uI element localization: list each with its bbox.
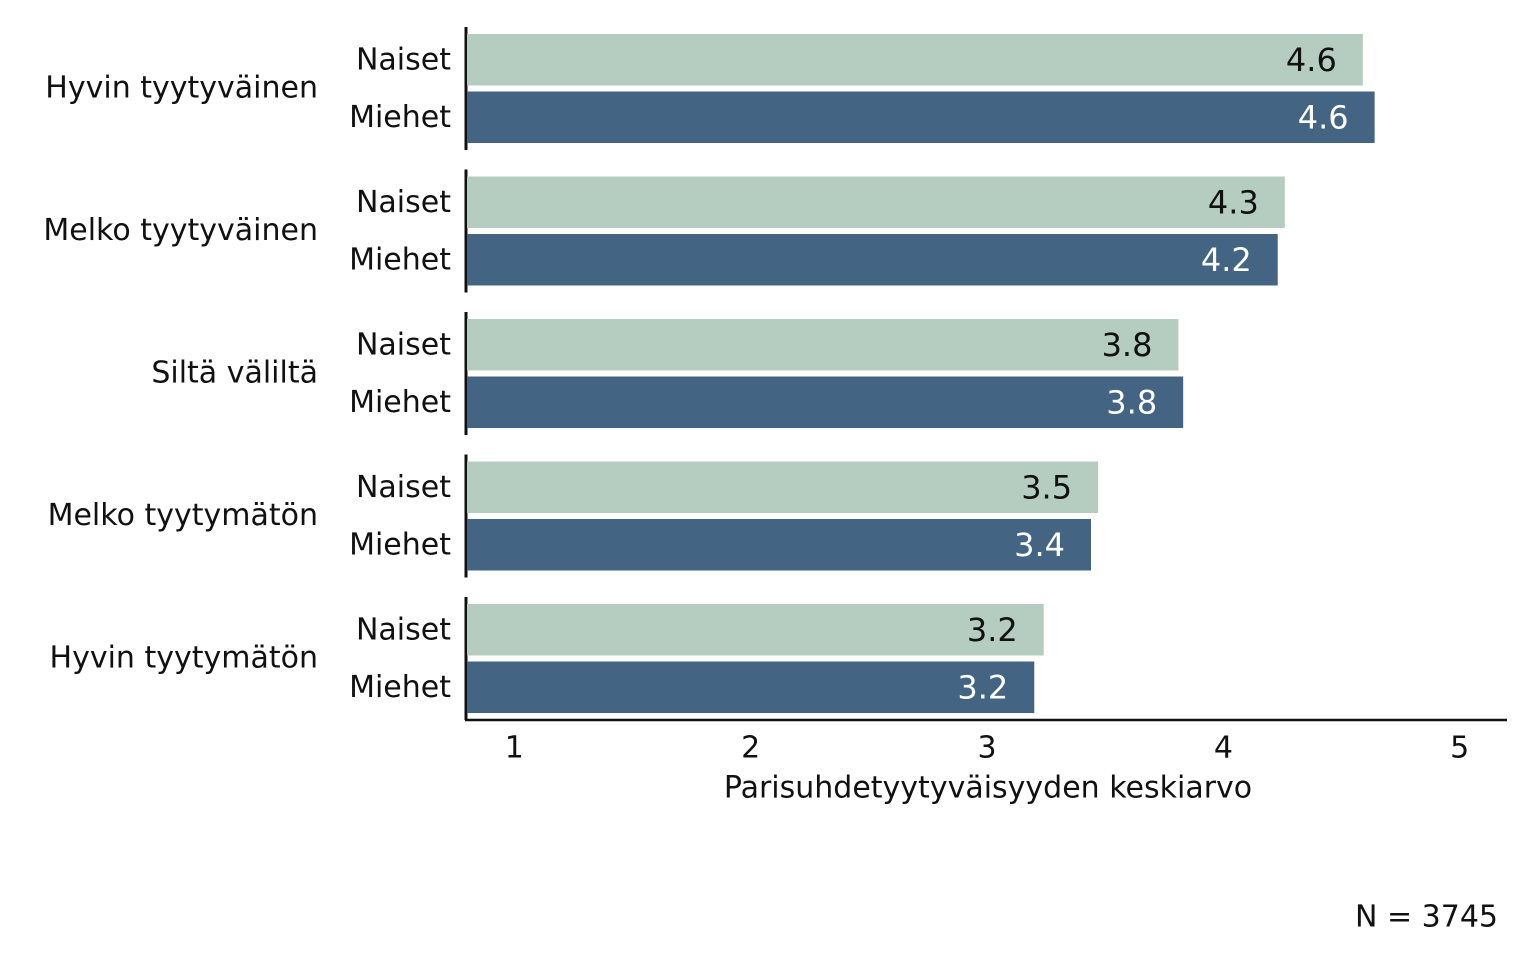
value-label: 4.3 <box>1208 183 1259 221</box>
bar <box>467 319 1179 371</box>
series-label: Naiset <box>356 42 451 77</box>
annotation: N = 3745 <box>1355 900 1498 935</box>
category-label: Hyvin tyytymätön <box>50 641 318 676</box>
series-label: Miehet <box>349 100 451 135</box>
value-label: 3.5 <box>1021 468 1072 506</box>
value-label: 3.4 <box>1014 526 1065 564</box>
category-label: Melko tyytymätön <box>48 498 318 533</box>
value-label: 3.2 <box>967 611 1018 649</box>
x-axis-label: Parisuhdetyytyväisyyden keskiarvo <box>724 771 1252 806</box>
category-label: Melko tyytyväinen <box>43 213 318 248</box>
category-label: Hyvin tyytyväinen <box>45 71 318 106</box>
series-label: Miehet <box>349 670 451 705</box>
series-label: Naiset <box>356 185 451 220</box>
bar <box>467 519 1091 571</box>
bar <box>467 34 1363 86</box>
value-label: 3.8 <box>1102 326 1153 364</box>
bar <box>467 661 1035 713</box>
series-label: Naiset <box>356 327 451 362</box>
bar <box>467 376 1184 428</box>
series-label: Miehet <box>349 385 451 420</box>
bar <box>467 461 1099 513</box>
x-tick-label: 4 <box>1214 731 1233 766</box>
value-label: 4.6 <box>1286 41 1337 79</box>
series-label: Naiset <box>356 470 451 505</box>
series-label: Naiset <box>356 612 451 647</box>
bar <box>467 176 1285 228</box>
x-tick-label: 5 <box>1450 731 1469 766</box>
value-label: 3.8 <box>1106 383 1157 421</box>
bar <box>467 91 1375 143</box>
value-label: 4.6 <box>1298 98 1349 136</box>
value-label: 4.2 <box>1201 241 1252 279</box>
x-tick-label: 3 <box>977 731 996 766</box>
category-label: Siltä väliltä <box>151 356 318 391</box>
bar <box>467 234 1278 286</box>
series-label: Miehet <box>349 242 451 277</box>
x-tick-label: 1 <box>505 731 524 766</box>
bar <box>467 604 1044 656</box>
series-label: Miehet <box>349 527 451 562</box>
value-label: 3.2 <box>957 668 1008 706</box>
x-tick-label: 2 <box>741 731 760 766</box>
